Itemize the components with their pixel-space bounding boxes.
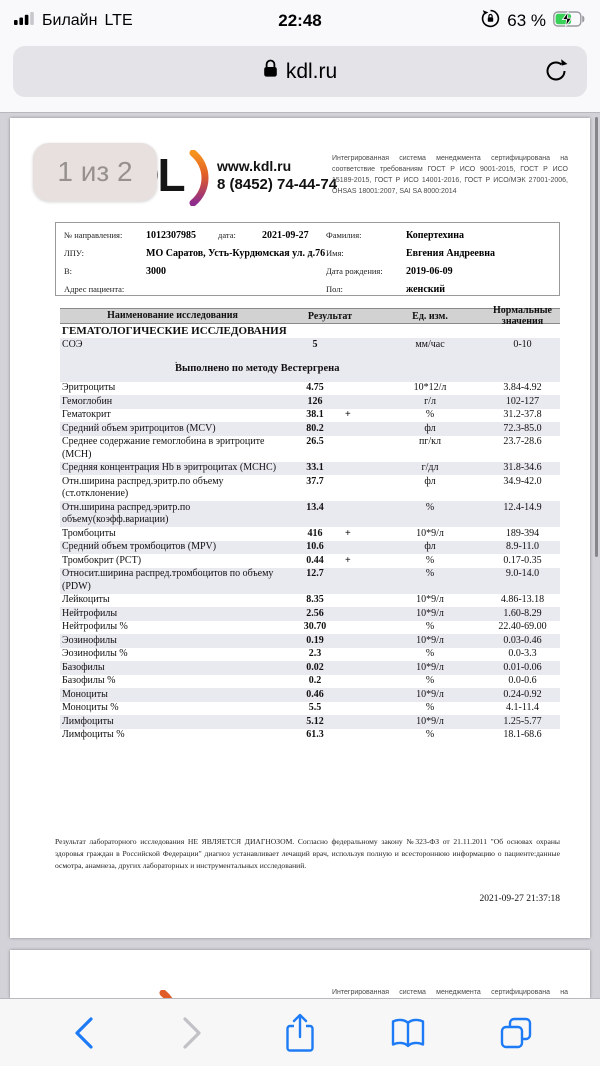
date-label: дата: (218, 230, 236, 240)
signal-strength-icon (14, 12, 35, 30)
result-row: Эритроциты 4.75 10*12/л 3.84-4.92 (62, 382, 542, 393)
disclaimer-text: Результат лабораторного исследования НЕ … (55, 837, 560, 871)
certification-text: Интегрированная система менеджмента серт… (332, 989, 568, 996)
clock: 22:48 (278, 11, 322, 30)
document-page-1: 1 из 2 KDL www.kdl.ru 8 (8452) 74-44-74 … (10, 118, 590, 938)
back-button[interactable] (56, 1009, 112, 1057)
reload-icon[interactable] (543, 58, 571, 86)
document-page-2: KDL www.kdl.ru Интегрированная система м… (10, 950, 590, 998)
birthdate-label: Дата рождения: (326, 266, 383, 276)
patient-info-box: № направления: 1012307985 дата: 2021-09-… (55, 222, 560, 296)
col-header-name: Наименование исследования (107, 309, 238, 321)
result-row: Лимфоциты 5.12 10*9/л 1.25-5.77 (60, 715, 560, 729)
logo-phone: 8 (8452) 74-44-74 (217, 175, 338, 193)
results-table: Наименование исследования Результат Ед. … (60, 305, 560, 742)
surname-label: Фамилия: (326, 230, 362, 240)
patient-address-label: Адрес пациента: (64, 284, 125, 294)
result-row: Нейтрофилы 2.56 10*9/л 1.60-8.29 (60, 607, 560, 621)
result-row: Эозинофилы 0.19 10*9/л 0.03-0.46 (60, 634, 560, 648)
result-row: Гемоглобин 126 г/л 102-127 (60, 395, 560, 409)
bookmarks-button[interactable] (380, 1009, 436, 1057)
safari-toolbar (0, 998, 600, 1066)
rotation-lock-icon (481, 9, 500, 33)
certification-text: Интегрированная система менеджмента серт… (332, 155, 568, 195)
result-row: Тромбокрит (PCT) 0.44 +% 0.17-0.35 (62, 554, 542, 566)
result-row: Базофилы 0.02 10*9/л 0.01-0.06 (60, 661, 560, 675)
result-row: Эозинофилы % 2.3% 0.0-3.3 (62, 648, 537, 659)
col-header-result: Результат (307, 310, 353, 322)
results-body: ГЕМАТОЛОГИЧЕСКИЕ ИССЛЕДОВАНИЯ СОЭ 5 мм/час 0… (60, 324, 560, 742)
battery-percent-label: 63 % (507, 11, 546, 30)
safari-address-chrome: kdl.ru (0, 42, 600, 113)
v-label: В: (64, 266, 73, 276)
result-row: Базофилы % 0.2% 0.0-0.6 (62, 675, 537, 686)
address-bar[interactable]: kdl.ru (13, 46, 587, 97)
tabs-button[interactable] (488, 1009, 544, 1057)
forward-button[interactable] (164, 1009, 220, 1057)
result-row: Гематокрит 38.1 +% 31.2-37.8 (62, 409, 542, 420)
result-row: Моноциты 0.46 10*9/л 0.24-0.92 (60, 688, 560, 702)
col-header-unit: Ед. изм. (412, 310, 448, 322)
result-row: Тромбоциты 416 +10*9/л 189-394 (62, 527, 540, 539)
result-row: Среднее содержание гемоглобина в эритроц… (62, 436, 542, 460)
kdl-logo-swoosh-icon (158, 989, 184, 998)
section-title: ГЕМАТОЛОГИЧЕСКИЕ ИССЛЕДОВАНИЯ (62, 325, 287, 337)
lpu-value: МО Саратов, Усть-Курдюмская ул. д.76 (146, 248, 326, 259)
result-row: СОЭ 5 мм/час 0-10 (60, 338, 560, 352)
result-row: Относит.ширина распред.тромбоцитов по об… (60, 567, 560, 594)
pdf-viewport[interactable]: 1 из 2 KDL www.kdl.ru 8 (8452) 74-44-74 … (0, 113, 600, 998)
surname-value: Копертехина (406, 230, 465, 241)
result-row: Нейтрофилы % 30.70% 22.40-69.00 (62, 621, 547, 632)
share-button[interactable] (272, 1009, 328, 1057)
sex-value: женский (406, 284, 446, 295)
result-row: Отн.ширина распред.эритр.по объему(коэфф… (60, 501, 560, 527)
carrier-label: Билайн (42, 12, 98, 29)
battery-charging-icon (553, 10, 586, 32)
report-timestamp: 2021-09-27 21:37:18 (479, 894, 560, 904)
kdl-logo: KDL (65, 988, 156, 998)
name-label: Имя: (326, 248, 344, 258)
kdl-logo-swoosh-icon (188, 149, 214, 211)
result-row: Лимфоциты % 61.3% 18.1-68.6 (62, 729, 542, 740)
network-type-label: LTE (104, 12, 133, 29)
result-row: Моноциты % 5.5% 4.1-11.4 (62, 702, 539, 713)
tls-lock-icon (263, 59, 278, 84)
result-row: Лейкоциты 8.35 10*9/л 4.86-13.18 (62, 594, 545, 605)
ref-value: 1012307985 (146, 230, 196, 241)
result-row: Средний объем эритроцитов (MCV) 80.2 фл 72.… (60, 422, 560, 436)
lpu-label: ЛПУ: (64, 248, 84, 258)
page-indicator: 1 из 2 (33, 143, 157, 201)
scrollbar[interactable] (595, 117, 598, 557)
col-header-norm: Нормальные значения (493, 305, 552, 327)
birthdate-value: 2019-06-09 (406, 266, 453, 277)
sex-label: Пол: (326, 284, 343, 294)
method-note: . Выполнено по методу Вестергрена (60, 351, 560, 382)
v-value: 3000 (146, 266, 166, 277)
results-header-row: Наименование исследования Результат Ед. … (60, 305, 560, 327)
logo-website: www.kdl.ru (217, 158, 292, 174)
url-text: kdl.ru (285, 59, 338, 83)
name-value: Евгения Андреевна (406, 248, 495, 259)
result-row: Средняя концентрация Hb в эритроцитах (M… (60, 461, 560, 475)
result-row: Средний объем тромбоцитов (MPV) 10.6 фл 8.9… (60, 540, 560, 554)
result-row: Отн.ширина распред.эритр.по объему (ст.о… (62, 475, 542, 500)
status-bar: Билайн LTE 22:48 63 % (0, 0, 600, 42)
ref-label: № направления: (64, 230, 123, 240)
date-value: 2021-09-27 (262, 230, 309, 241)
page2-header-preview: KDL www.kdl.ru Интегрированная система м… (10, 986, 590, 998)
